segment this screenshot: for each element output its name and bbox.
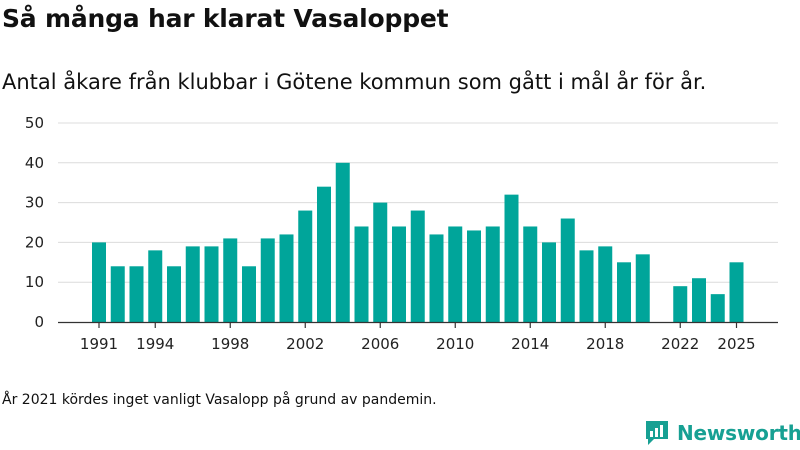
y-tick-label: 40: [25, 154, 44, 172]
bar-2018: [598, 246, 613, 322]
bars: [92, 162, 744, 322]
bar-2006: [373, 202, 388, 322]
bar-1991: [92, 242, 106, 322]
bar-2020: [635, 254, 650, 322]
bar-2014: [523, 226, 538, 322]
bar-1999: [242, 266, 256, 322]
x-tick-label: 1998: [211, 335, 249, 353]
bar-2019: [617, 262, 631, 322]
bar-2010: [448, 226, 463, 322]
bar-2016: [560, 218, 575, 322]
bar-2015: [542, 242, 556, 322]
bar-2023: [692, 278, 706, 322]
bar-2024: [710, 294, 725, 322]
bar-2013: [504, 194, 519, 322]
bar-1997: [204, 246, 219, 322]
x-tick-label: 2014: [511, 335, 549, 353]
bar-1996: [185, 246, 200, 322]
footnote: År 2021 kördes inget vanligt Vasalopp på…: [2, 392, 437, 408]
bar-2011: [467, 230, 481, 322]
x-tick-label: 2002: [286, 335, 324, 353]
y-tick-label: 10: [25, 273, 44, 291]
bar-1995: [167, 266, 181, 322]
y-tick-label: 50: [25, 114, 44, 132]
chart-subtitle: Antal åkare från klubbar i Götene kommun…: [2, 70, 707, 94]
bar-2022: [673, 286, 688, 322]
newsworthy-logo-icon: [646, 421, 668, 445]
bar-2005: [354, 226, 369, 322]
bar-2012: [485, 226, 500, 322]
x-tick-label: 2025: [717, 335, 755, 353]
bar-2017: [579, 250, 594, 322]
bar-2002: [298, 210, 313, 322]
bar-1994: [148, 250, 163, 322]
x-tick-label: 1991: [80, 335, 118, 353]
bar-2000: [260, 238, 275, 322]
x-tick-label: 2022: [661, 335, 699, 353]
brand-logo[interactable]: Newsworthy: [644, 418, 800, 448]
bar-2025: [729, 262, 744, 322]
y-tick-label: 30: [25, 194, 44, 212]
gridlines: [58, 122, 778, 283]
x-tick-label: 2010: [436, 335, 474, 353]
bar-1998: [223, 238, 238, 322]
bar-2004: [335, 162, 350, 322]
x-tick-label: 2018: [586, 335, 624, 353]
bar-2008: [410, 210, 425, 322]
bar-1993: [129, 266, 144, 322]
axes: 0 10 20 30 40 50 1991 1994 1998 2002 2006 2010 2014 2…: [25, 114, 778, 353]
y-tick-label: 0: [34, 313, 44, 331]
bar-chart: 0 10 20 30 40 50 1991 1994 1998 2002 2006 2010 2014 2…: [25, 114, 778, 353]
bar-2007: [392, 226, 406, 322]
chart-title: Så många har klarat Vasaloppet: [2, 4, 449, 33]
x-tick-label: 2006: [361, 335, 399, 353]
x-tick-label: 1994: [136, 335, 174, 353]
bar-1992: [110, 266, 125, 322]
bar-2003: [317, 186, 331, 322]
brand-name: Newsworthy: [677, 421, 800, 445]
y-tick-label: 20: [25, 233, 44, 251]
bar-2009: [429, 234, 444, 322]
bar-2001: [279, 234, 294, 322]
